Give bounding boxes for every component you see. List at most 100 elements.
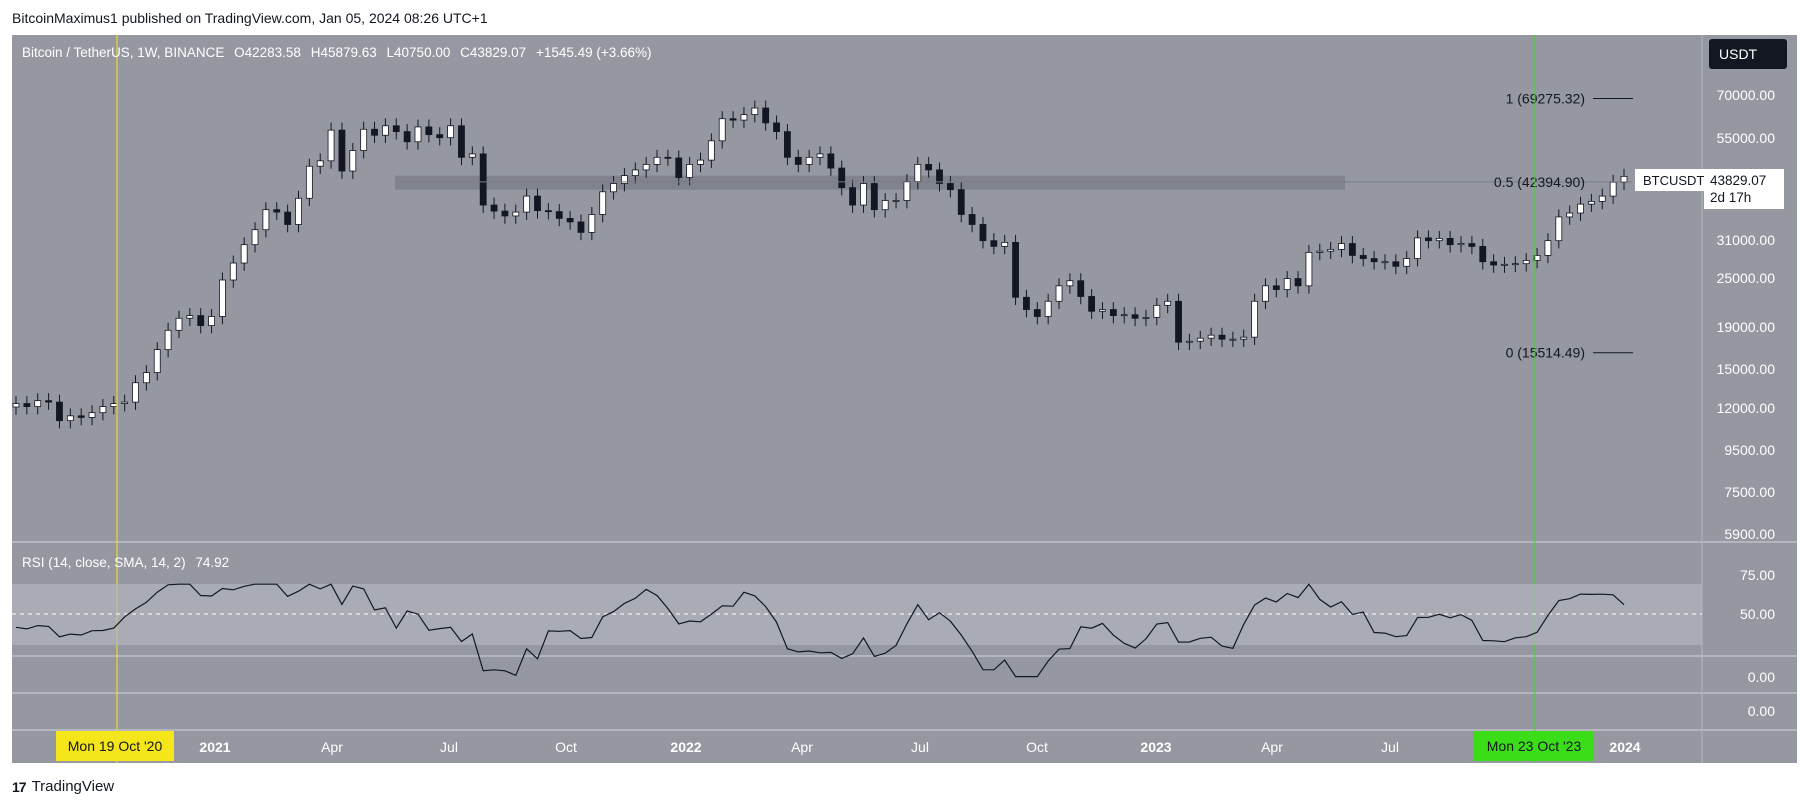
- candle-up: [686, 163, 694, 178]
- price-tick-label: 9500.00: [1724, 442, 1775, 458]
- rsi-label[interactable]: RSI (14, close, SMA, 14, 2): [22, 555, 186, 570]
- candle-up: [707, 140, 715, 161]
- candle-up: [1055, 285, 1063, 302]
- candle-down: [1479, 246, 1487, 263]
- candle-down: [425, 126, 433, 136]
- candle-up: [34, 400, 42, 407]
- candle-down: [284, 211, 292, 225]
- candle-up: [631, 169, 639, 177]
- candle-up: [1544, 240, 1552, 256]
- candle-up: [1099, 309, 1106, 312]
- candle-down: [1272, 285, 1280, 290]
- candle-down: [1370, 258, 1378, 263]
- candle-up: [512, 211, 520, 217]
- candle-down: [979, 224, 987, 242]
- candle-down: [664, 156, 672, 159]
- time-tick-label: 2022: [670, 739, 701, 755]
- yellow-date-marker: Mon 19 Oct '20: [56, 731, 174, 761]
- rsi-tick-label: 75.00: [1740, 567, 1775, 583]
- candle-down: [1468, 243, 1476, 247]
- candle-down: [490, 204, 498, 212]
- time-tick-label: Apr: [1261, 739, 1283, 755]
- time-tick-label: Jul: [1381, 739, 1399, 755]
- candle-down: [1359, 255, 1367, 259]
- candle-down: [946, 183, 954, 191]
- candle-up: [1566, 212, 1574, 218]
- candle-up: [414, 126, 422, 143]
- candle-down: [1077, 280, 1085, 297]
- candle-down: [1425, 237, 1432, 242]
- candle-down: [197, 315, 205, 326]
- candle-down: [936, 169, 943, 184]
- price-tick-label: 25000.00: [1717, 270, 1776, 286]
- candle-up: [816, 153, 824, 158]
- low-value: L40750.00: [386, 45, 451, 60]
- candle-down: [1175, 300, 1182, 343]
- rsi-tick-label: 50.00: [1740, 606, 1775, 622]
- candle-down: [577, 221, 585, 233]
- symbol-label[interactable]: Bitcoin / TetherUS, 1W, BINANCE: [22, 45, 225, 60]
- last-price-badge: 43829.07 2d 17h: [1704, 169, 1784, 209]
- rsi-line: [15, 583, 1625, 678]
- candle-up: [1001, 241, 1009, 247]
- time-tick-label: Apr: [321, 739, 343, 755]
- candle-down: [555, 211, 563, 219]
- candle-down: [1023, 296, 1030, 310]
- candle-down: [436, 134, 444, 139]
- last-price: 43829.07: [1710, 173, 1767, 188]
- candle-up: [1533, 255, 1541, 261]
- candle-down: [870, 183, 878, 211]
- candle-up: [1196, 337, 1204, 342]
- candle-up: [468, 153, 476, 158]
- candle-up: [305, 165, 313, 199]
- candle-down: [794, 156, 802, 165]
- candle-down: [1088, 296, 1096, 312]
- candle-up: [382, 125, 389, 136]
- candle-down: [392, 125, 400, 133]
- candle-up: [903, 181, 911, 201]
- candle-up: [881, 200, 889, 211]
- rsi-value: 74.92: [195, 555, 230, 570]
- candle-up: [229, 262, 237, 281]
- candle-down: [56, 401, 63, 422]
- candle-up: [610, 183, 617, 193]
- candle-down: [925, 163, 933, 171]
- open-value: O42283.58: [234, 45, 301, 60]
- candle-up: [1207, 334, 1215, 339]
- candle-up: [1620, 175, 1628, 183]
- candle-down: [773, 122, 780, 133]
- candle-up: [88, 412, 96, 418]
- tradingview-logo-icon: 17: [12, 778, 27, 795]
- time-tick-label: Apr: [791, 739, 813, 755]
- currency-button[interactable]: USDT: [1709, 39, 1787, 69]
- time-tick-label: 2024: [1609, 739, 1640, 755]
- candle-up: [1577, 203, 1584, 214]
- candle-down: [544, 210, 552, 213]
- candle-up: [66, 415, 74, 422]
- candle-up: [447, 125, 454, 139]
- candle-up: [523, 195, 531, 213]
- candle-down: [45, 400, 52, 403]
- tradingview-logo[interactable]: 17 TradingView: [12, 778, 114, 795]
- candle-up: [1501, 263, 1508, 266]
- candle-up: [1142, 316, 1150, 319]
- candle-up: [892, 200, 900, 202]
- time-tick-label: Oct: [555, 739, 577, 755]
- candle-down: [968, 214, 976, 225]
- candle-up: [327, 129, 335, 162]
- candle-down: [1109, 309, 1117, 317]
- time-tick-label: 2021: [199, 739, 230, 755]
- candle-up: [751, 107, 759, 116]
- candle-down: [1033, 309, 1041, 317]
- resistance-zone: [395, 175, 1345, 190]
- candle-up: [1338, 243, 1345, 250]
- candle-up: [295, 197, 302, 225]
- candle-up: [588, 214, 596, 233]
- candle-up: [653, 156, 661, 165]
- candle-up: [251, 229, 259, 246]
- candle-down: [566, 218, 574, 223]
- candle-up: [164, 329, 172, 351]
- candle-up: [110, 403, 118, 407]
- candle-down: [371, 128, 378, 136]
